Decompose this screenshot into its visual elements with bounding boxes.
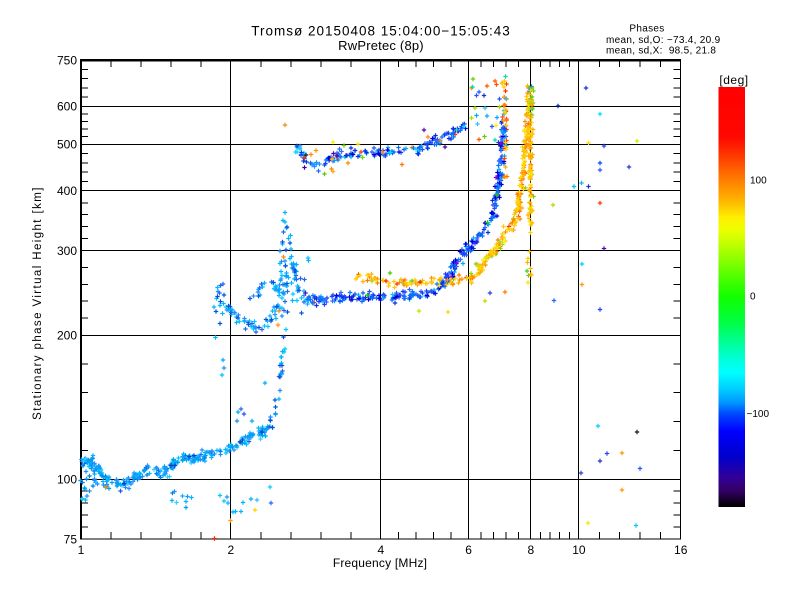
svg-text:200: 200 [57,328,77,342]
svg-text:mean, sd,O: −73.4, 20.9: mean, sd,O: −73.4, 20.9 [606,35,721,46]
svg-text:Tromsø 20150408 15:04:00−15:05: Tromsø 20150408 15:04:00−15:05:43 [251,24,511,39]
svg-text:400: 400 [57,184,77,198]
svg-text:600: 600 [57,100,77,114]
svg-text:500: 500 [57,138,77,152]
svg-text:10: 10 [572,543,586,557]
svg-text:mean, sd,X: 98.5, 21.8: mean, sd,X: 98.5, 21.8 [606,46,716,57]
svg-text:Stationary phase Virtual Heigh: Stationary phase Virtual Height [km] [32,186,44,420]
svg-text:100: 100 [750,176,767,187]
svg-text:8: 8 [527,543,534,557]
svg-text:−100: −100 [747,409,770,420]
svg-text:100: 100 [57,473,77,487]
svg-text:Frequency [MHz]: Frequency [MHz] [333,556,427,570]
svg-text:6: 6 [465,543,472,557]
svg-text:750: 750 [57,53,77,67]
svg-text:0: 0 [750,292,756,303]
svg-text:4: 4 [378,543,385,557]
svg-text:Phases: Phases [629,24,664,35]
svg-text:300: 300 [57,244,77,258]
svg-text:2: 2 [228,543,235,557]
svg-text:16: 16 [674,543,688,557]
svg-text:75: 75 [64,532,78,546]
svg-text:1: 1 [78,543,85,557]
svg-text:[deg]: [deg] [719,73,748,87]
svg-text:RwPretec (8p): RwPretec (8p) [338,38,424,53]
